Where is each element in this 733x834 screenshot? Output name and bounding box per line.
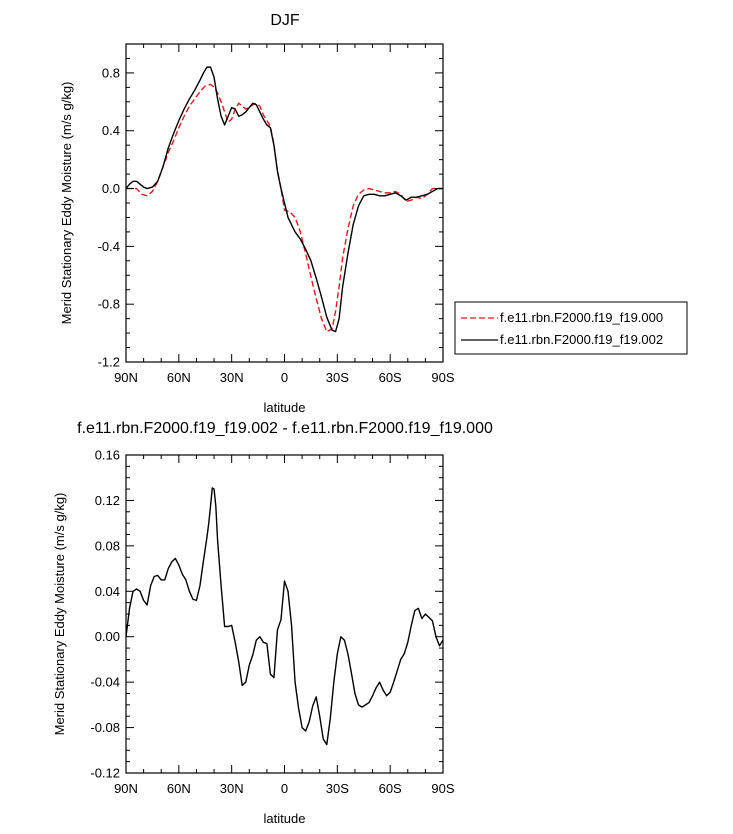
chart-bottom: f.e11.rbn.F2000.f19_f19.002 - f.e11.rbn.… <box>52 420 493 826</box>
y-tick-label: 0.0 <box>102 181 120 196</box>
x-tick-label: 60N <box>167 781 191 796</box>
x-tick-label: 60S <box>379 370 402 385</box>
x-tick-label: 0 <box>281 370 288 385</box>
y-tick-label: -0.08 <box>90 720 120 735</box>
y-tick-label: 0.00 <box>95 629 120 644</box>
legend-label-series-002: f.e11.rbn.F2000.f19_f19.002 <box>500 332 663 347</box>
y-tick-label: -1.2 <box>98 355 120 370</box>
legend: f.e11.rbn.F2000.f19_f19.000 f.e11.rbn.F2… <box>454 301 688 355</box>
y-tick-label: -0.8 <box>98 297 120 312</box>
x-axis-label: latitude <box>264 811 306 826</box>
y-tick-label: 0.08 <box>95 538 120 553</box>
y-tick-label: 0.04 <box>95 584 120 599</box>
chart-title: f.e11.rbn.F2000.f19_f19.002 - f.e11.rbn.… <box>77 420 493 437</box>
x-tick-label: 90N <box>114 370 138 385</box>
x-tick-label: 0 <box>281 781 288 796</box>
y-tick-label: -0.4 <box>98 239 120 254</box>
y-tick-label: -0.12 <box>90 766 120 781</box>
y-tick-label: 0.4 <box>102 123 120 138</box>
chart-top: DJF -1.2 -0.8 -0.4 0.0 0.4 0.8 90N 60N 30N 0 30S 60… <box>59 12 688 415</box>
x-axis-label: latitude <box>264 400 306 415</box>
y-tick-label: 0.8 <box>102 65 120 80</box>
y-axis-label: Merid Stationary Eddy Moisture (m/s g/kg… <box>59 82 74 325</box>
y-tick-label: -0.04 <box>90 675 120 690</box>
y-axis-label: Merid Stationary Eddy Moisture (m/s g/kg… <box>52 493 67 736</box>
x-tick-label: 30S <box>326 370 349 385</box>
x-tick-label: 30N <box>220 370 244 385</box>
series-line-2 <box>125 66 443 333</box>
legend-label-series-000: f.e11.rbn.F2000.f19_f19.000 <box>500 310 663 325</box>
x-tick-label: 30N <box>220 781 244 796</box>
legend-box <box>454 301 688 355</box>
plot-frame <box>125 454 444 774</box>
chart-title: DJF <box>270 12 300 29</box>
series-line-1 <box>125 487 444 746</box>
x-tick-label: 60N <box>167 370 191 385</box>
x-tick-label: 60S <box>379 781 402 796</box>
y-tick-label: 0.12 <box>95 493 120 508</box>
y-tick-label: 0.16 <box>95 448 120 463</box>
x-tick-label: 90S <box>431 781 454 796</box>
series-line-1 <box>126 83 443 333</box>
x-tick-label: 90N <box>114 781 138 796</box>
x-tick-label: 90S <box>431 370 454 385</box>
x-tick-label: 30S <box>326 781 349 796</box>
